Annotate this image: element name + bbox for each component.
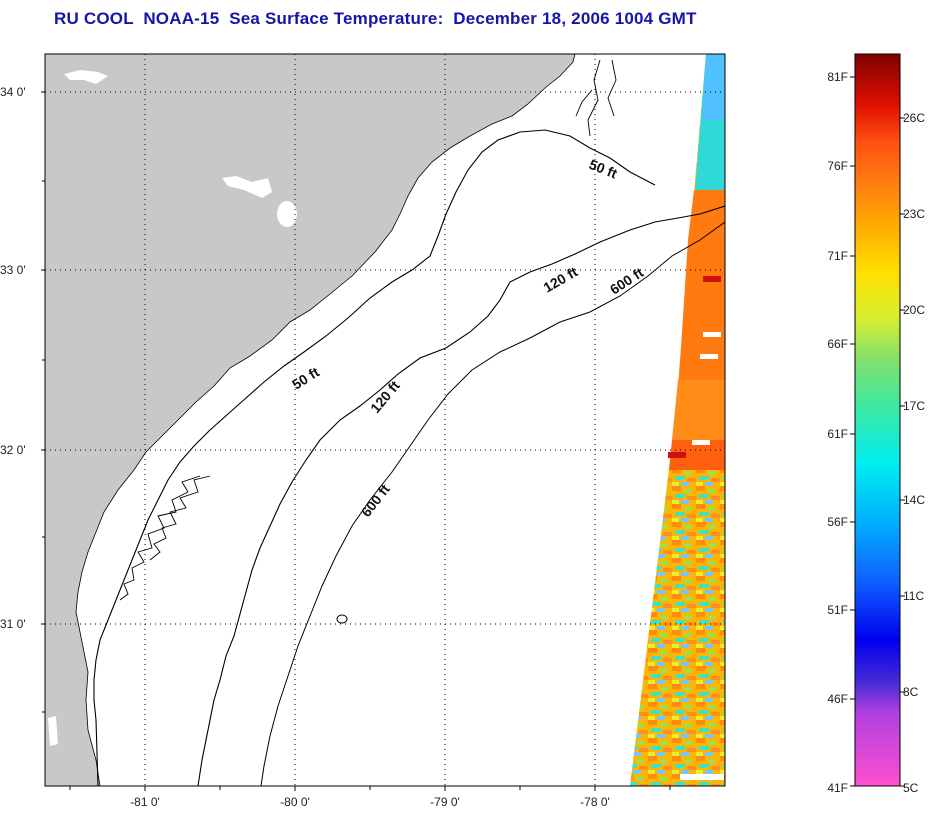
- celsius-label: 23C: [903, 207, 925, 221]
- lat-label: 33 0': [0, 263, 26, 277]
- fahrenheit-label: 81F: [827, 70, 848, 84]
- fahrenheit-label: 66F: [827, 337, 848, 351]
- lon-label: -81 0': [130, 795, 160, 809]
- lon-label: -79 0': [430, 795, 460, 809]
- contour-600ft: [260, 221, 725, 786]
- lake: [48, 716, 58, 746]
- celsius-label: 8C: [903, 685, 919, 699]
- land-mass: [45, 54, 576, 786]
- fahrenheit-label: 61F: [827, 427, 848, 441]
- lat-label: 34 0': [0, 85, 26, 99]
- seamount-contour: [336, 614, 348, 624]
- map-title: RU COOL NOAA-15 Sea Surface Temperature:…: [54, 9, 697, 28]
- coastline-detail: [119, 59, 617, 601]
- contour-50ft: [93, 129, 656, 786]
- fahrenheit-label: 51F: [827, 603, 848, 617]
- axis-ticks: [41, 91, 671, 791]
- longitude-labels: -81 0' -80 0' -79 0' -78 0': [130, 795, 610, 809]
- lake: [64, 70, 108, 84]
- fahrenheit-label: 41F: [827, 781, 848, 795]
- celsius-label: 20C: [903, 303, 925, 317]
- color-bar-gradient: [854, 53, 901, 787]
- fahrenheit-label: 76F: [827, 159, 848, 173]
- graticule: [45, 54, 725, 786]
- lake: [277, 201, 297, 227]
- lon-label: -78 0': [580, 795, 610, 809]
- satellite-swath: [630, 54, 725, 786]
- celsius-label: 26C: [903, 111, 925, 125]
- celsius-label: 11C: [903, 589, 924, 603]
- celsius-label: 5C: [903, 781, 919, 795]
- celsius-label: 14C: [903, 493, 925, 507]
- lat-label: 31 0': [0, 617, 26, 631]
- latitude-labels: 34 0' 33 0' 32 0' 31 0': [0, 85, 26, 631]
- lake: [222, 176, 272, 198]
- lon-label: -80 0': [280, 795, 310, 809]
- celsius-label: 17C: [903, 399, 925, 413]
- contour-120ft: [197, 205, 725, 786]
- lat-label: 32 0': [0, 443, 26, 457]
- fahrenheit-label: 71F: [827, 249, 848, 263]
- fahrenheit-label: 46F: [827, 692, 848, 706]
- color-bar: 81F 76F 71F 66F 61F 56F 51F 46F 41F 26C …: [827, 53, 925, 795]
- fahrenheit-label: 56F: [827, 515, 848, 529]
- map-frame: [44, 53, 726, 787]
